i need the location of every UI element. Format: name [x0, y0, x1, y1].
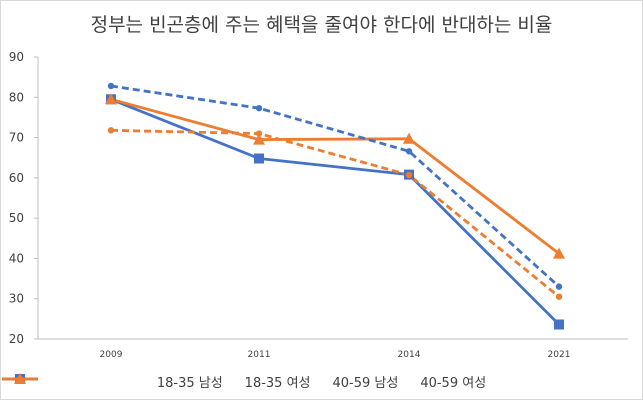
data-point-s4-2009 [107, 127, 115, 134]
legend-label: 18-35 여성 [244, 376, 311, 391]
legend-swatch [2, 375, 38, 383]
series-line-4 [110, 128, 560, 298]
data-point-s2-2014 [403, 132, 415, 144]
data-point-s2-2011 [253, 133, 265, 145]
x-tick-label: 2014 [398, 350, 421, 360]
x-tick-label: 2009 [100, 350, 123, 360]
data-point-s4-2021 [555, 293, 563, 300]
legend-item-1: 18-35 남성 [2, 372, 223, 391]
y-tick-label: 50 [9, 211, 24, 225]
data-point-s4-2014 [405, 171, 413, 179]
data-point-s3-2011 [255, 104, 263, 112]
series-line-2 [110, 97, 560, 255]
y-tick-label: 20 [9, 332, 24, 346]
y-tick-label: 60 [9, 171, 24, 185]
data-point-s1-2021 [554, 319, 564, 330]
chart-title: 정부는 빈곤층에 주는 혜택을 줄여야 한다에 반대하는 비율 [90, 14, 553, 36]
series-line-1 [110, 98, 560, 326]
data-point-s2-2021 [553, 247, 565, 259]
data-point-s3-2009 [107, 82, 115, 90]
y-tick-label: 80 [9, 90, 24, 104]
legend-item-2: 18-35 여성 [2, 372, 311, 391]
data-point-s4-2011 [255, 130, 263, 137]
x-tick-label: 2021 [548, 350, 571, 360]
data-point-s3-2021 [555, 283, 563, 290]
y-tick-label: 40 [9, 251, 24, 265]
y-tick-label: 30 [9, 292, 24, 306]
legend-label: 40-59 남성 [332, 376, 399, 391]
legend-item-3: 40-59 남성 [2, 372, 399, 391]
data-point-s3-2014 [405, 148, 413, 155]
legend-label: 40-59 여성 [420, 376, 487, 391]
data-point-s2-2009 [105, 93, 117, 105]
legend-item-4: 40-59 여성 [2, 372, 487, 391]
chart-legend: 18-35 남성 18-35 여성 40-59 남성 40-59 여성 [0, 372, 643, 391]
y-tick-label: 90 [9, 50, 24, 64]
x-tick-label: 2011 [248, 350, 271, 360]
data-point-s1-2011 [254, 153, 264, 164]
y-tick-label: 70 [9, 131, 24, 145]
legend-label: 18-35 남성 [156, 376, 223, 391]
